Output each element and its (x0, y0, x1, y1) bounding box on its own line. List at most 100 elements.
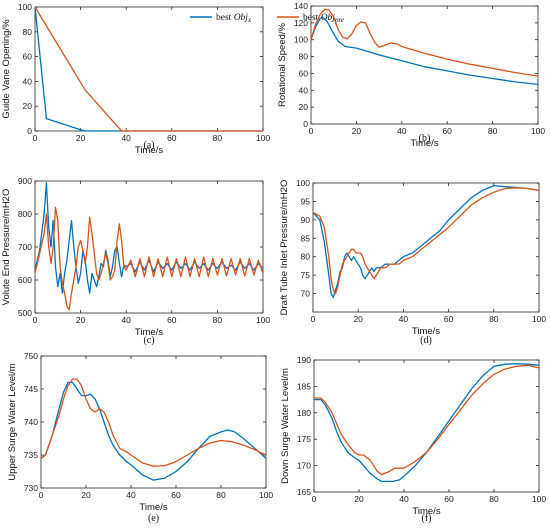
panel-caption: (c) (143, 335, 154, 346)
x-tick-label: 20 (81, 490, 91, 500)
x-tick-label: 60 (167, 315, 177, 325)
y-axis-label: Upper Surge Water Level/m (7, 363, 18, 480)
chart-panel-c: 0 20 40 60 80 100 500 600 700 800 900 Time/s Volute … (1, 176, 270, 346)
legend-entry-label: best Objx (216, 13, 252, 24)
axes-box (40, 355, 267, 489)
x-tick-label: 40 (399, 314, 409, 324)
x-axis-label: Time/s (135, 327, 163, 338)
x-tick-label: 0 (312, 494, 317, 504)
y-tick-label: 745 (24, 384, 38, 394)
chart-panel-f: 0 20 40 60 80 100 165 170 175 180 185 190 Time/s Down… (280, 355, 546, 524)
x-tick-label: 80 (489, 494, 499, 504)
chart-panel-a: 0 20 40 60 80 100 0 20 40 60 80 100 Time/s Guide Vane… (1, 2, 344, 156)
x-tick-label: 20 (76, 315, 86, 325)
y-tick-label: 185 (297, 381, 311, 391)
x-tick-label: 100 (531, 126, 545, 136)
y-tick-label: 730 (24, 483, 38, 493)
series-line-best_objx (310, 16, 539, 86)
panel-caption: (f) (422, 513, 432, 524)
y-tick-label: 20 (299, 102, 309, 112)
y-tick-label: 70 (301, 289, 311, 299)
series-line-best_objpre (310, 8, 539, 77)
y-tick-label: 0 (303, 119, 308, 129)
x-tick-label: 20 (354, 494, 364, 504)
x-tick-label: 0 (33, 315, 38, 325)
y-tick-label: 100 (296, 178, 310, 188)
y-tick-label: 100 (294, 35, 308, 45)
x-tick-label: 40 (121, 315, 131, 325)
x-tick-label: 80 (489, 314, 499, 324)
x-axis-label: Time/s (135, 145, 163, 156)
x-tick-label: 60 (167, 133, 177, 143)
y-tick-label: 40 (23, 76, 33, 86)
x-tick-label: 0 (33, 133, 38, 143)
x-tick-label: 80 (213, 315, 223, 325)
y-tick-label: 180 (297, 408, 311, 418)
x-tick-label: 100 (532, 314, 546, 324)
y-tick-label: 100 (18, 2, 32, 12)
y-tick-label: 735 (24, 450, 38, 460)
x-tick-label: 100 (532, 494, 546, 504)
legend: best Objx best Objpre (190, 13, 344, 24)
y-axis-label: Guide Vane Opening/% (1, 19, 12, 119)
x-axis-label: Time/s (412, 506, 440, 517)
y-tick-label: 165 (297, 487, 311, 497)
series-line-best_objx (34, 6, 263, 132)
y-tick-label: 80 (301, 252, 311, 262)
y-tick-label: 175 (297, 434, 311, 444)
axes-box (312, 182, 540, 313)
y-tick-label: 85 (301, 233, 311, 243)
x-tick-label: 0 (311, 314, 316, 324)
x-tick-label: 60 (444, 494, 454, 504)
y-tick-label: 60 (23, 52, 33, 62)
x-tick-label: 0 (309, 126, 314, 136)
x-tick-label: 60 (444, 314, 454, 324)
chart-panel-b: 0 20 40 60 80 100 0 20 40 60 80 100 120 140 Time/s Rota… (277, 1, 545, 149)
y-tick-label: 80 (299, 52, 309, 62)
y-tick-label: 0 (27, 126, 32, 136)
y-tick-label: 60 (299, 68, 309, 78)
chart-panel-d: 0 20 40 60 80 100 70 75 80 85 90 95 100 Time/s Draft T… (279, 178, 546, 346)
y-axis-label: Volute End Pressure/mH2O (1, 189, 12, 306)
y-tick-label: 120 (294, 18, 308, 28)
y-axis-label: Draft Tube Inlet Pressure/mH2O (279, 180, 290, 316)
series-line-best_objx (312, 184, 540, 298)
x-tick-label: 40 (121, 133, 131, 143)
series-line-best_objpre (312, 187, 540, 295)
y-tick-label: 75 (301, 270, 311, 280)
y-tick-label: 170 (297, 461, 311, 471)
series-line-best_objpre (34, 6, 263, 132)
x-tick-label: 80 (213, 133, 223, 143)
series-line-best_objx (34, 182, 264, 294)
y-tick-label: 740 (24, 417, 38, 427)
axes-box (34, 180, 264, 314)
y-axis-label: Down Surge Water Level/m (280, 368, 291, 484)
x-tick-label: 20 (352, 126, 362, 136)
legend-entry-label: best Objpre (303, 13, 344, 24)
x-tick-label: 80 (216, 490, 226, 500)
x-tick-label: 0 (39, 490, 44, 500)
y-tick-label: 800 (18, 209, 32, 219)
y-tick-label: 750 (24, 351, 38, 361)
panel-caption: (e) (148, 513, 159, 524)
x-tick-label: 40 (126, 490, 136, 500)
y-tick-label: 140 (294, 1, 308, 11)
y-tick-label: 90 (301, 215, 311, 225)
x-axis-label: Time/s (410, 138, 438, 149)
series-line-best_objpre (40, 378, 267, 467)
x-tick-label: 100 (256, 133, 270, 143)
x-tick-label: 100 (256, 315, 270, 325)
x-tick-label: 60 (442, 126, 452, 136)
panel-caption: (a) (143, 140, 154, 151)
x-tick-label: 20 (76, 133, 86, 143)
panel-caption: (d) (420, 335, 432, 346)
x-tick-label: 100 (259, 490, 273, 500)
x-tick-label: 40 (399, 494, 409, 504)
axes-box (310, 5, 539, 125)
series-line-best_objx (314, 363, 540, 483)
x-axis-label: Time/s (412, 326, 440, 337)
y-tick-label: 80 (23, 27, 33, 37)
y-tick-label: 700 (18, 242, 32, 252)
y-tick-label: 190 (297, 355, 311, 365)
